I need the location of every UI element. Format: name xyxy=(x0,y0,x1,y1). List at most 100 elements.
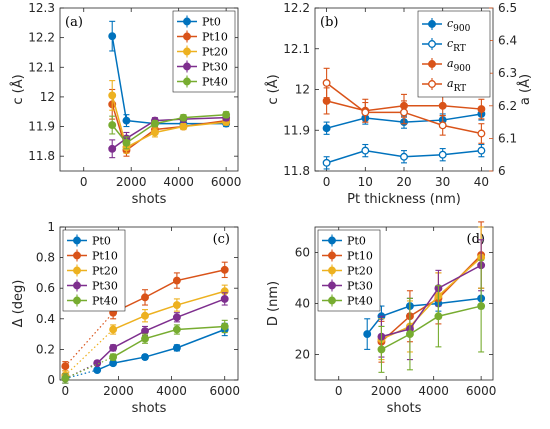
y-tick-label: 12.1 xyxy=(283,42,310,56)
legend-label-main: c xyxy=(447,37,453,50)
legend-marker xyxy=(428,20,436,28)
legend-marker xyxy=(328,266,336,275)
y-tick-label: 60 xyxy=(295,246,310,260)
x-tick-label: 0 xyxy=(80,175,88,189)
data-point xyxy=(220,294,229,303)
data-point xyxy=(322,158,331,167)
legend-label: Pt10 xyxy=(92,250,118,263)
x-tick-label: 2000 xyxy=(371,384,402,398)
data-point xyxy=(179,113,188,122)
y-tick-label-right: 6.2 xyxy=(498,99,517,113)
data-point-origin xyxy=(61,362,70,371)
legend-label: Pt0 xyxy=(202,16,221,29)
y-tick-label: 0.6 xyxy=(36,281,55,295)
data-point xyxy=(141,327,149,335)
data-point xyxy=(141,311,149,320)
legend-marker xyxy=(328,296,336,305)
data-point xyxy=(172,276,181,285)
x-tick-label: 2000 xyxy=(116,175,147,189)
data-point-origin xyxy=(61,374,70,383)
extrapolation-line xyxy=(65,362,98,380)
data-point xyxy=(477,146,486,155)
y-tick-label: 12.3 xyxy=(28,1,55,15)
data-point xyxy=(400,108,408,117)
y-tick-label: 0 xyxy=(47,373,55,387)
panel-label: (b) xyxy=(320,15,338,30)
x-tick-label: 0 xyxy=(335,384,343,398)
y-tick-label: 11.9 xyxy=(283,123,310,137)
data-point xyxy=(108,91,117,100)
data-point xyxy=(108,144,117,153)
data-point xyxy=(322,79,331,87)
series-line xyxy=(381,264,482,338)
y-axis-label: c (Å) xyxy=(10,74,26,104)
legend-label: Pt30 xyxy=(347,280,373,293)
data-point xyxy=(363,330,372,339)
y-tick-label: 0.2 xyxy=(36,342,55,356)
legend-marker xyxy=(183,77,191,86)
y-tick-label: 0.4 xyxy=(36,312,55,326)
x-tick-label: 6000 xyxy=(209,384,240,398)
panel-label: (a) xyxy=(65,15,83,30)
series-line xyxy=(112,269,225,314)
data-point xyxy=(141,334,149,343)
y-axis-label: D (nm) xyxy=(266,281,281,326)
data-point xyxy=(377,345,386,354)
data-point xyxy=(434,312,443,321)
legend-marker xyxy=(328,236,336,245)
x-axis-label: Pt thickness (nm) xyxy=(347,192,461,207)
legend-label: aRT xyxy=(447,77,466,94)
legend-marker xyxy=(328,251,336,260)
y-tick-label-right: 6.4 xyxy=(498,34,517,48)
data-point xyxy=(141,293,149,302)
legend-label: Pt20 xyxy=(92,265,118,278)
data-point xyxy=(322,124,331,133)
panel-d: 0 2000 4000 6000 20 40 60 shots D (nm) (d) Pt0 Pt10… xyxy=(266,221,496,416)
series-aRT xyxy=(322,67,486,144)
data-point xyxy=(172,325,181,334)
series-line xyxy=(112,290,225,331)
y-tick-label: 12.1 xyxy=(28,60,55,74)
legend-label: cRT xyxy=(447,37,466,54)
data-point xyxy=(150,119,159,128)
y-tick-label-right: 6.5 xyxy=(498,1,517,15)
panel-b: 0 10 20 30 40 11.8 11.9 12 12.1 12.2 6 6.1 6.2 6.3 6.4… xyxy=(265,1,533,207)
series-Pt40 xyxy=(377,259,486,373)
y-tick-label: 11.8 xyxy=(283,164,310,178)
data-point xyxy=(438,121,447,130)
legend-marker xyxy=(183,62,191,71)
legend-marker xyxy=(428,40,436,48)
legend-label: Pt0 xyxy=(347,235,366,248)
y-axis-label: c (Å) xyxy=(265,74,281,104)
x-tick-label: 4000 xyxy=(163,175,194,189)
y-tick-label-right: 6.3 xyxy=(498,66,517,80)
extrapolation-line xyxy=(65,356,114,380)
data-point xyxy=(405,330,414,339)
legend-label: Pt30 xyxy=(202,61,228,74)
y-tick-label: 12 xyxy=(295,83,310,97)
x-axis-label: shots xyxy=(387,401,422,416)
data-point xyxy=(109,353,118,361)
series-cRT xyxy=(322,143,486,170)
legend-marker xyxy=(73,251,81,260)
x-tick-label: 20 xyxy=(396,175,411,189)
plot-frame xyxy=(59,226,239,381)
data-point xyxy=(108,32,117,41)
legend-marker xyxy=(183,17,191,26)
data-point xyxy=(109,325,118,334)
y-tick-label: 12.2 xyxy=(28,31,55,45)
legend-label-main: a xyxy=(447,57,454,70)
legend-label: Pt40 xyxy=(92,295,118,308)
legend-label-sub: RT xyxy=(453,44,466,54)
extrapolation-line xyxy=(64,312,114,367)
data-point xyxy=(122,138,131,147)
extrapolation-line xyxy=(65,369,98,380)
x-tick-label: 40 xyxy=(474,175,489,189)
legend-label-sub: RT xyxy=(454,84,467,94)
data-point xyxy=(438,101,447,110)
data-point xyxy=(93,366,102,375)
y-tick-label: 11.9 xyxy=(28,120,55,134)
legend-marker xyxy=(73,236,81,245)
legend-label: Pt0 xyxy=(92,235,111,248)
data-point xyxy=(222,110,231,119)
